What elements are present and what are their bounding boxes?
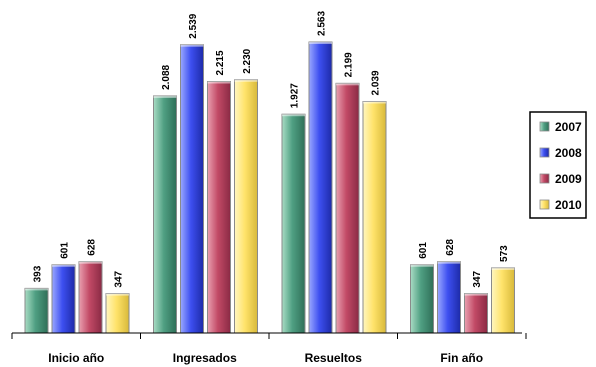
value-labels-group: 393 601 628 347 2.088 2.539 2.215 2.230 1.927 2.5… [33, 11, 511, 288]
category-label-inicio-ano: Inicio año [48, 351, 104, 365]
bar-ingresados-2008 [180, 44, 204, 334]
legend-box [529, 111, 587, 219]
value-label-resueltos-2009: 2.199 [344, 52, 355, 77]
bar-fin-ano-2007 [410, 264, 434, 334]
bar-inicio-ano-2009 [78, 261, 103, 334]
legend-label-2007: 2007 [555, 120, 582, 134]
bar-resueltos-2007 [281, 113, 306, 334]
bar-resueltos-2010 [362, 100, 387, 334]
category-label-fin-ano: Fin año [440, 351, 483, 365]
legend-swatch-2007 [539, 121, 550, 132]
bar-top-highlight [363, 101, 386, 104]
value-label-fin-ano-2007: 601 [418, 242, 429, 259]
bar-resueltos-2009 [335, 82, 360, 334]
value-label-resueltos-2008: 2.563 [317, 11, 328, 36]
bar-top-highlight [282, 114, 305, 117]
bar-resueltos-2008 [308, 41, 333, 334]
bar-top-highlight [437, 261, 461, 264]
value-label-ingresados-2009: 2.215 [215, 50, 226, 75]
bar-fin-ano-2009 [464, 293, 488, 334]
bar-top-highlight [153, 95, 177, 98]
value-label-fin-ano-2008: 628 [445, 239, 456, 256]
legend-swatch-2008 [539, 147, 550, 158]
bar-top-highlight [207, 81, 231, 84]
value-label-fin-ano-2010: 573 [499, 245, 510, 262]
value-label-resueltos-2007: 1.927 [290, 83, 301, 108]
value-label-ingresados-2007: 2.088 [161, 64, 172, 89]
category-label-resueltos: Resueltos [305, 351, 363, 365]
legend-swatch-2010 [539, 199, 550, 210]
bar-top-highlight [52, 264, 75, 267]
bar-top-highlight [234, 79, 258, 82]
legend-swatch-2009 [539, 173, 550, 184]
bar-top-highlight [309, 42, 332, 44]
bar-top-highlight [180, 44, 204, 47]
value-label-fin-ano-2009: 347 [472, 270, 483, 287]
bar-top-highlight [410, 264, 434, 267]
bar-ingresados-2009 [207, 81, 231, 334]
value-label-inicio-ano-2010: 347 [114, 270, 125, 287]
value-label-inicio-ano-2008: 601 [60, 242, 71, 259]
legend-label-2009: 2009 [555, 172, 582, 186]
bar-inicio-ano-2008 [51, 264, 76, 334]
bar-top-highlight [491, 267, 515, 270]
value-label-ingresados-2008: 2.539 [188, 13, 199, 38]
value-label-ingresados-2010: 2.230 [242, 48, 253, 73]
x-axis [11, 332, 527, 339]
bar-top-highlight [106, 293, 129, 296]
bar-inicio-ano-2007 [24, 287, 49, 334]
value-label-inicio-ano-2007: 393 [33, 265, 44, 282]
category-label-ingresados: Ingresados [173, 351, 237, 365]
bars-group [24, 41, 515, 334]
bar-ingresados-2010 [234, 79, 258, 334]
bar-top-highlight [336, 83, 359, 86]
bar-top-highlight [79, 261, 102, 264]
legend-label-2008: 2008 [555, 146, 582, 160]
value-label-resueltos-2010: 2.039 [371, 70, 382, 95]
legend: 2007 2008 2009 2010 [529, 111, 587, 219]
bar-top-highlight [25, 288, 48, 291]
legend-label-2010: 2010 [555, 198, 582, 212]
bar-fin-ano-2010 [491, 267, 515, 334]
bar-top-highlight [464, 293, 488, 296]
bar-ingresados-2007 [153, 95, 177, 334]
bar-fin-ano-2008 [437, 261, 461, 334]
value-label-inicio-ano-2009: 628 [87, 239, 98, 256]
category-labels-group: Inicio año Ingresados Resueltos Fin año [48, 351, 483, 365]
bar-inicio-ano-2010 [105, 293, 130, 334]
